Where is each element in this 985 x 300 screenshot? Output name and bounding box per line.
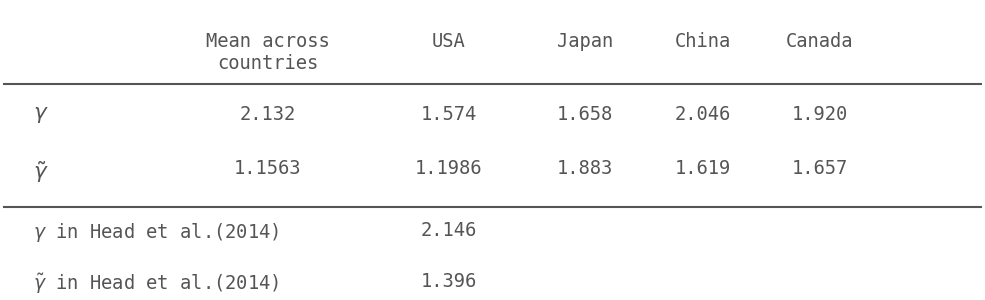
Text: 1.1986: 1.1986 (415, 160, 483, 178)
Text: 2.146: 2.146 (421, 220, 477, 240)
Text: Mean across
countries: Mean across countries (206, 32, 330, 74)
Text: $\gamma$ in Head et al.(2014): $\gamma$ in Head et al.(2014) (33, 220, 280, 244)
Text: $\tilde{\gamma}$: $\tilde{\gamma}$ (33, 160, 49, 185)
Text: Japan: Japan (558, 32, 614, 51)
Text: $\gamma$: $\gamma$ (33, 105, 49, 125)
Text: 1.396: 1.396 (421, 272, 477, 291)
Text: 1.658: 1.658 (558, 105, 614, 124)
Text: 1.574: 1.574 (421, 105, 477, 124)
Text: 1.920: 1.920 (792, 105, 848, 124)
Text: 1.1563: 1.1563 (234, 160, 301, 178)
Text: 1.657: 1.657 (792, 160, 848, 178)
Text: 1.883: 1.883 (558, 160, 614, 178)
Text: 2.046: 2.046 (675, 105, 731, 124)
Text: China: China (675, 32, 731, 51)
Text: 2.132: 2.132 (239, 105, 296, 124)
Text: Canada: Canada (786, 32, 853, 51)
Text: $\tilde{\gamma}$ in Head et al.(2014): $\tilde{\gamma}$ in Head et al.(2014) (33, 272, 280, 296)
Text: 1.619: 1.619 (675, 160, 731, 178)
Text: USA: USA (431, 32, 466, 51)
